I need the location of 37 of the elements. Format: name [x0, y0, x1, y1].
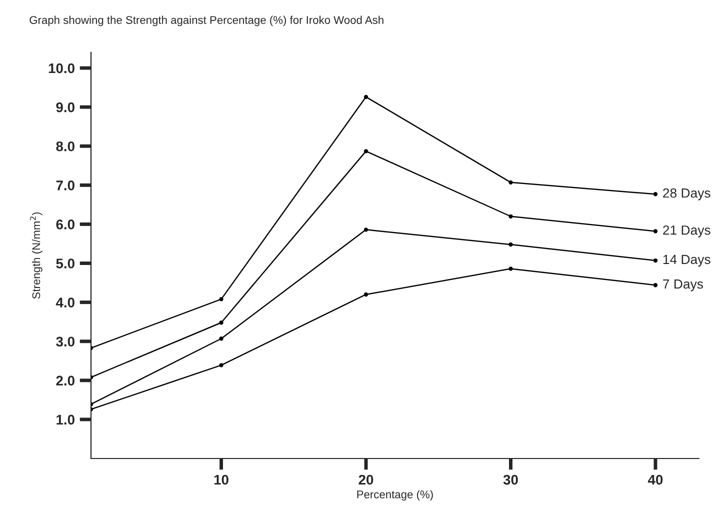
chart-title: Graph showing the Strength against Percentage (%) for Iroko Wood Ash — [30, 16, 384, 26]
y-tick-label: 2.0 — [56, 376, 74, 386]
y-tick-label: 10.0 — [48, 63, 74, 74]
y-tick-label: 1.0 — [56, 414, 74, 425]
x-tick-label: 40 — [648, 474, 663, 485]
y-tick-label: 3.0 — [56, 336, 74, 347]
series-label: 28 Days — [663, 188, 710, 200]
point — [219, 320, 224, 325]
series-label: 7 Days — [663, 279, 703, 292]
point — [364, 94, 368, 99]
point — [653, 258, 658, 263]
y-tick-label: 9.0 — [56, 102, 74, 112]
point — [364, 149, 368, 154]
point — [219, 336, 224, 341]
y-tick-label: 6.0 — [56, 220, 74, 230]
point — [508, 242, 513, 247]
point — [508, 180, 513, 185]
series-label: 21 Days — [663, 225, 710, 238]
point — [508, 214, 513, 218]
point — [219, 363, 224, 368]
x-tick-label: 30 — [503, 474, 518, 485]
y-axis-title: Strength (N/mm$^{2}$) — [30, 212, 42, 299]
point — [653, 283, 658, 288]
y-tick-label: 7.0 — [56, 180, 74, 190]
y-tick-label: 8.0 — [56, 141, 74, 152]
point — [653, 192, 658, 196]
series-label: 14 Days — [663, 254, 710, 267]
y-tick-label: 5.0 — [56, 258, 74, 268]
point — [364, 228, 368, 232]
point — [508, 266, 513, 271]
x-tick-label: 10 — [214, 474, 228, 485]
x-axis-title: Percentage (%) — [357, 490, 433, 501]
y-tick-label: 4.0 — [56, 298, 74, 308]
point — [364, 292, 368, 297]
x-tick-label: 20 — [358, 474, 374, 485]
point — [653, 229, 658, 234]
point — [219, 297, 224, 302]
